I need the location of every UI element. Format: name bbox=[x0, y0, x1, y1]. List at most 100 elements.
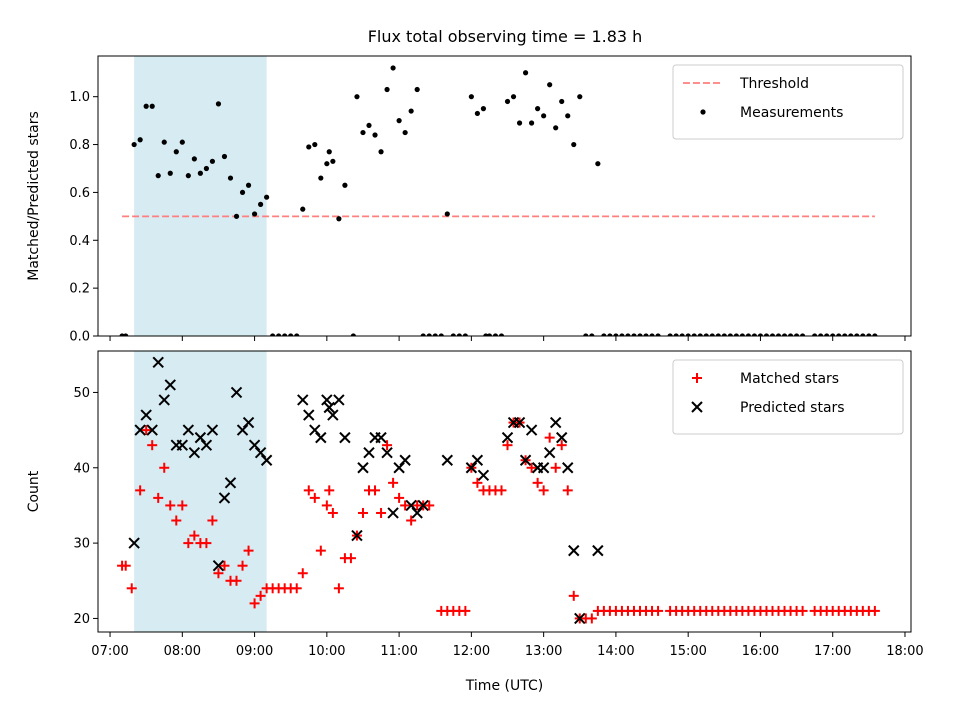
x-tick-label: 17:00 bbox=[814, 644, 851, 659]
data-point bbox=[173, 149, 179, 155]
data-point bbox=[601, 333, 607, 336]
legend-item: Threshold bbox=[683, 76, 809, 92]
data-point bbox=[685, 333, 691, 336]
highlight-span bbox=[134, 351, 267, 632]
data-point bbox=[219, 560, 230, 571]
data-point bbox=[547, 82, 553, 88]
data-point bbox=[390, 65, 396, 71]
data-point bbox=[538, 485, 549, 496]
legend-label: Threshold bbox=[739, 76, 809, 92]
data-point bbox=[516, 120, 523, 126]
data-point bbox=[450, 333, 456, 336]
data-point bbox=[324, 485, 335, 496]
data-point bbox=[171, 515, 182, 526]
data-point bbox=[402, 129, 408, 136]
legend-marker bbox=[691, 401, 703, 413]
data-point bbox=[583, 333, 589, 336]
y-tick-label: 20 bbox=[73, 612, 90, 627]
data-point bbox=[183, 538, 194, 549]
data-point bbox=[375, 431, 387, 444]
data-point bbox=[519, 454, 532, 466]
data-point bbox=[535, 106, 541, 112]
data-point bbox=[797, 605, 808, 616]
data-point bbox=[480, 106, 487, 112]
data-point bbox=[200, 439, 213, 451]
data-point bbox=[721, 333, 727, 336]
data-point bbox=[562, 485, 573, 496]
data-point bbox=[781, 333, 788, 336]
top-panel-ratio: 0.0 0.2 0.4 0.6 0.8 1.0 Matched/Predicted star… bbox=[26, 55, 912, 345]
data-point bbox=[191, 156, 197, 162]
data-point bbox=[496, 485, 507, 496]
data-point bbox=[239, 189, 246, 196]
data-point bbox=[727, 333, 733, 336]
data-point bbox=[309, 492, 320, 503]
data-point bbox=[556, 431, 568, 444]
data-point bbox=[592, 544, 604, 557]
data-point bbox=[203, 165, 209, 172]
bottom-panel-counts: 20 30 40 50 07:00 08:00 09:00 10:00 11:00 12:00 13… bbox=[26, 350, 924, 694]
data-point bbox=[595, 161, 601, 167]
y-tick-label: 0.6 bbox=[69, 186, 90, 201]
data-point bbox=[143, 103, 149, 109]
data-point bbox=[255, 590, 266, 601]
data-point bbox=[333, 583, 344, 594]
data-point bbox=[577, 94, 583, 100]
data-point bbox=[264, 194, 270, 200]
chart-title: Flux total observing time = 1.83 h bbox=[368, 27, 643, 46]
data-point bbox=[176, 439, 189, 451]
x-tick-label: 13:00 bbox=[525, 644, 562, 659]
data-point bbox=[477, 469, 490, 482]
data-point bbox=[366, 122, 372, 129]
data-point bbox=[406, 515, 417, 526]
y-tick-label: 50 bbox=[73, 386, 90, 401]
data-point bbox=[297, 568, 308, 579]
x-tick-label: 15:00 bbox=[669, 644, 706, 659]
data-point bbox=[568, 590, 579, 601]
data-point bbox=[152, 356, 164, 369]
data-point bbox=[197, 170, 203, 176]
data-point bbox=[303, 409, 315, 421]
data-point bbox=[426, 333, 432, 336]
data-point bbox=[655, 333, 661, 336]
data-point bbox=[854, 333, 860, 336]
data-point bbox=[842, 333, 848, 336]
data-point bbox=[492, 333, 499, 336]
data-point bbox=[800, 333, 806, 336]
data-point bbox=[860, 333, 866, 336]
legend: Threshold Measurements bbox=[672, 64, 904, 140]
data-point bbox=[549, 416, 562, 429]
data-point bbox=[185, 173, 191, 179]
data-point bbox=[394, 492, 405, 503]
data-point bbox=[679, 333, 685, 336]
data-point bbox=[323, 401, 335, 414]
data-point bbox=[510, 94, 517, 100]
x-tick-label: 16:00 bbox=[742, 644, 779, 659]
data-point bbox=[565, 113, 571, 119]
data-point bbox=[474, 110, 480, 117]
data-point bbox=[306, 144, 312, 150]
data-point bbox=[315, 545, 326, 556]
data-point bbox=[613, 333, 619, 336]
data-point bbox=[866, 333, 872, 336]
x-tick-label: 12:00 bbox=[453, 644, 490, 659]
data-point bbox=[417, 499, 429, 512]
data-point bbox=[553, 125, 559, 131]
data-point bbox=[242, 416, 255, 429]
legend-item: Matched stars bbox=[692, 371, 839, 387]
series-matched-stars bbox=[117, 417, 880, 624]
data-point bbox=[376, 507, 387, 518]
data-point bbox=[206, 424, 219, 436]
data-point bbox=[243, 545, 254, 556]
data-point bbox=[182, 424, 195, 436]
data-point bbox=[649, 333, 655, 336]
data-point bbox=[818, 333, 824, 336]
legend: Matched stars Predicted stars bbox=[672, 359, 904, 435]
data-point bbox=[357, 462, 369, 474]
plot-area bbox=[119, 65, 878, 336]
data-point bbox=[146, 424, 158, 436]
data-point bbox=[221, 153, 228, 160]
data-point bbox=[218, 492, 231, 504]
y-axis-label: Matched/Predicted stars bbox=[26, 111, 42, 281]
